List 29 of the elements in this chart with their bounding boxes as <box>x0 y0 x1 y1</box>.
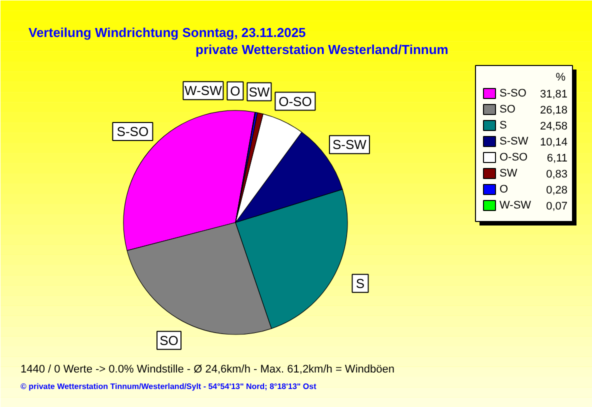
data-label: 6,11 <box>546 152 568 164</box>
chart-title: Verteilung Windrichtung Sonntag, 23.11.2025 <box>28 25 306 40</box>
slice-label: O-SO <box>278 94 312 109</box>
data-label: 31,81 <box>540 88 568 100</box>
legend-title: % <box>556 72 566 84</box>
category-label: W-SW <box>184 83 222 98</box>
legend-label: S-SW <box>500 136 529 148</box>
data-label: 24,58 <box>540 120 568 132</box>
text: 1440 / 0 Werte -> 0.0% Windstille - Ø 24,6km/h - Max. 61,2km/h = Windböen <box>20 364 394 376</box>
legend-label: SW <box>500 168 518 180</box>
slice-label: SW <box>248 84 270 100</box>
data-label: 0,28 <box>546 184 568 196</box>
slice-label: S <box>356 276 365 291</box>
category-label: O <box>230 83 240 98</box>
legend-label: S-SO <box>500 88 527 100</box>
legend-label: S <box>500 120 507 132</box>
slice-label: S-SO <box>116 124 149 140</box>
chart-subtitle: private Wetterstation Westerland/Tinnum <box>196 42 448 57</box>
legend-label: W-SW <box>500 200 532 212</box>
legend-label: SO <box>500 104 516 116</box>
slice-label: S-SW <box>332 137 368 152</box>
data-label: 26,18 <box>540 104 568 116</box>
data-label: 0,07 <box>546 200 568 212</box>
slice-label: SO <box>160 332 178 348</box>
legend-label: O <box>500 184 508 196</box>
legend-label: O-SO <box>500 152 528 164</box>
text: © private Wetterstation Tinnum/Westerland/Sylt - 54°54'13" Nord; 8°18'13" Ost <box>20 382 317 391</box>
data-label: 10,14 <box>540 136 568 148</box>
data-label: 0,83 <box>546 168 568 180</box>
